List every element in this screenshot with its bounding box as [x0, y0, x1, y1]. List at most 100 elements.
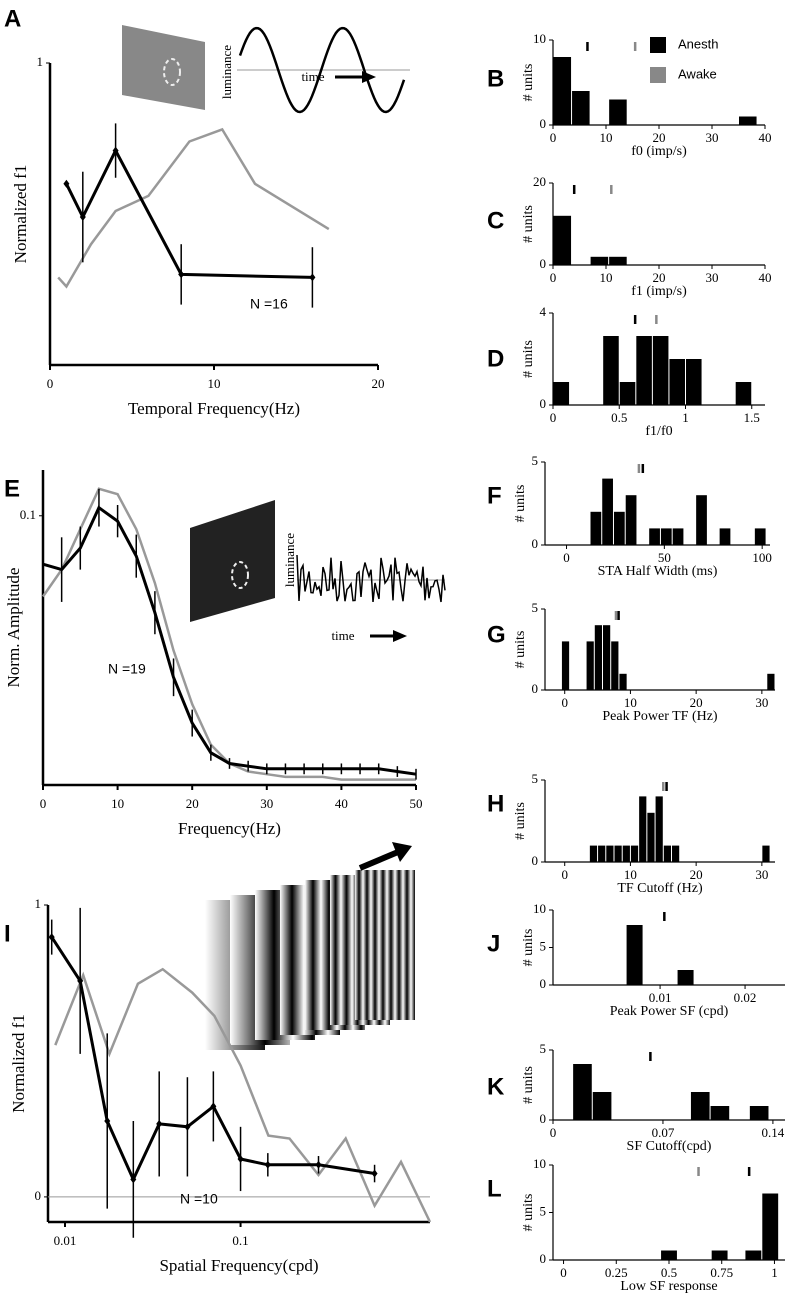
inset-label: luminance [219, 45, 234, 99]
x-tick-label: 30 [706, 270, 719, 285]
x-tick-label: 10 [600, 270, 613, 285]
y-axis-title: # units [521, 205, 536, 243]
y-tick-label: 1 [37, 54, 44, 69]
x-tick-label: 40 [759, 270, 772, 285]
inset-label: time [331, 628, 354, 643]
y-axis-title: # units [513, 485, 528, 523]
inset-arrowhead [393, 630, 407, 642]
inset-noise [296, 554, 446, 603]
panel-letter: G [487, 621, 506, 648]
inset-label: time [301, 69, 324, 84]
point [104, 1117, 111, 1126]
x-tick-label: 20 [186, 796, 199, 811]
x-tick-label: 100 [752, 550, 772, 565]
panel-letter: B [487, 65, 504, 92]
point [63, 179, 70, 188]
x-axis-title: Peak Power TF (Hz) [602, 709, 718, 724]
point [77, 976, 84, 985]
bar [686, 359, 702, 405]
x-tick-label: 30 [755, 695, 768, 710]
y-tick-label: 10 [533, 31, 546, 46]
annotation: N =19 [108, 661, 146, 677]
x-tick-label: 0.01 [54, 1233, 77, 1248]
x-tick-label: 0 [550, 410, 557, 425]
x-tick-label: 0.5 [661, 1265, 677, 1280]
bar [609, 256, 627, 265]
bar [739, 116, 757, 125]
y-tick-label: 0 [532, 681, 539, 696]
y-tick-label: 5 [532, 600, 539, 615]
x-tick-label: 0 [561, 695, 568, 710]
panel-letter: F [487, 482, 502, 509]
x-tick-label: 30 [755, 867, 768, 882]
x-tick-label: 30 [706, 130, 719, 145]
panel-letter: J [487, 930, 500, 957]
x-tick-label: 0 [563, 550, 570, 565]
y-axis-title: # units [521, 1066, 536, 1104]
y-tick-label: 0 [540, 1251, 547, 1266]
annotation: N =16 [250, 296, 288, 312]
y-axis-title: # units [513, 631, 528, 669]
y-axis-title: Norm. Amplitude [4, 568, 23, 688]
y-tick-label: 0 [532, 536, 539, 551]
panel-letter: D [487, 345, 504, 372]
y-axis-title: Normalized f1 [11, 165, 30, 264]
x-axis-title: Spatial Frequency(cpd) [159, 1256, 318, 1275]
bar [586, 641, 594, 690]
y-tick-label: 5 [532, 453, 539, 468]
x-tick-label: 0.75 [710, 1265, 733, 1280]
bar [710, 1106, 730, 1120]
y-tick-label: 0 [540, 396, 547, 411]
bar [639, 796, 647, 862]
x-tick-label: 0 [560, 1265, 567, 1280]
legend-label: Anesth [678, 36, 718, 51]
x-axis-title: f1/f0 [645, 424, 672, 439]
panel-letter: A [4, 5, 21, 32]
inset-rf [231, 561, 249, 589]
y-tick-label: 5 [540, 1041, 547, 1056]
x-tick-label: 0 [550, 270, 557, 285]
x-tick-label: 10 [208, 376, 221, 391]
point [48, 933, 55, 942]
y-axis-title: # units [513, 802, 528, 840]
y-tick-label: 0.1 [20, 507, 36, 522]
bar [613, 511, 625, 545]
x-axis-title: f0 (imp/s) [631, 144, 687, 159]
x-tick-label: 0 [561, 867, 568, 882]
y-tick-label: 0 [540, 116, 547, 131]
bar [649, 528, 660, 545]
x-tick-label: 0.02 [734, 990, 757, 1005]
y-tick-label: 0 [35, 1188, 42, 1203]
bar [660, 528, 672, 545]
bar [719, 528, 731, 545]
x-tick-label: 10 [624, 695, 637, 710]
y-axis-title: Normalized f1 [9, 1014, 28, 1113]
y-tick-label: 4 [540, 304, 547, 319]
x-tick-label: 20 [653, 130, 666, 145]
bar [663, 845, 671, 862]
bar [622, 845, 630, 862]
bar [572, 91, 590, 125]
x-tick-label: 40 [335, 796, 348, 811]
bar [711, 1250, 728, 1260]
bar [553, 215, 572, 265]
bar [625, 495, 637, 545]
x-tick-label: 0.1 [232, 1233, 248, 1248]
x-tick-label: 0 [40, 796, 47, 811]
bar [672, 845, 680, 862]
bar [735, 382, 752, 405]
bar [619, 673, 627, 690]
point [156, 1119, 163, 1128]
bar [626, 925, 643, 985]
x-tick-label: 0 [47, 376, 54, 391]
grating [355, 870, 415, 1020]
panel-letter: C [487, 207, 504, 234]
bar [603, 336, 619, 405]
inset-label: luminance [282, 533, 297, 587]
bar [589, 845, 598, 862]
point [264, 1160, 271, 1169]
y-tick-label: 0 [540, 256, 547, 271]
y-tick-label: 1 [35, 896, 42, 911]
y-axis-title: # units [521, 1194, 536, 1232]
